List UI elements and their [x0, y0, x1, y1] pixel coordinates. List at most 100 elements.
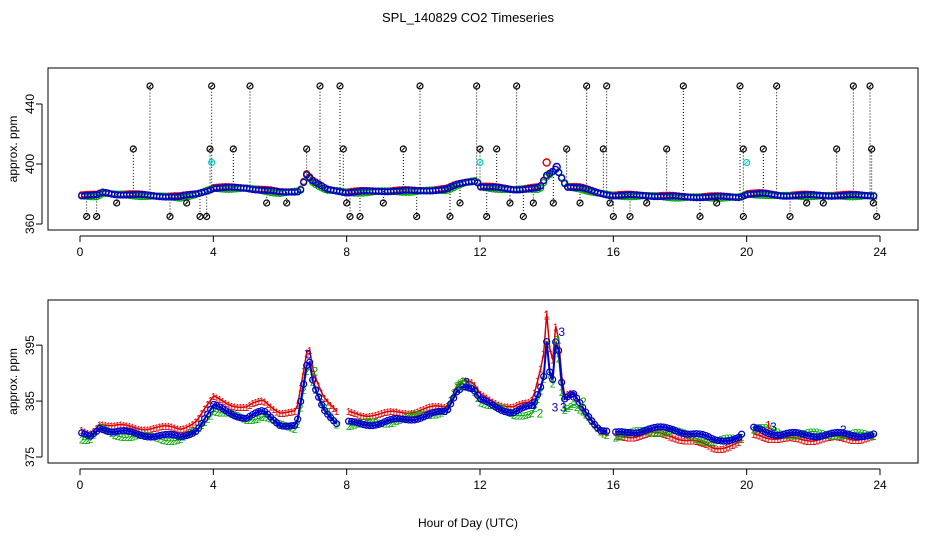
data-point	[543, 338, 551, 346]
x-tick-label: 0	[77, 245, 84, 259]
data-point-label: 1	[181, 424, 187, 435]
data-point-label: 1	[682, 436, 688, 447]
data-point-label: 1	[544, 310, 550, 321]
y-tick-label: 395	[23, 335, 37, 355]
data-point-label: 1	[241, 403, 247, 414]
outlier-mark	[521, 214, 526, 219]
data-point-label: 1	[634, 433, 640, 444]
outlier-mark	[868, 84, 872, 88]
data-point-label: 2	[661, 429, 667, 440]
data-point-label: 1	[352, 409, 358, 420]
data-point	[300, 380, 308, 388]
outlier-mark	[788, 214, 792, 219]
outlier-point	[346, 212, 354, 221]
data-point-label: 1	[175, 425, 181, 436]
data-point-label: 1	[619, 432, 625, 443]
data-point-label: 1	[286, 408, 292, 419]
data-point-label: 1	[307, 346, 313, 357]
data-point-label: 2	[211, 407, 217, 418]
data-point-label: 1	[628, 434, 634, 445]
outlier-mark	[344, 201, 349, 205]
data-point-label: 1	[265, 400, 271, 411]
series-number-label: 1	[765, 419, 772, 433]
data-point-label: 1	[664, 431, 670, 442]
data-point	[558, 378, 566, 386]
data-point-label: 1	[715, 445, 721, 456]
outlier-point	[399, 145, 407, 153]
data-point-label: 1	[367, 412, 373, 423]
data-point-label: 2	[511, 411, 517, 422]
data-point-label: 2	[649, 428, 655, 439]
data-point-label: 2	[256, 414, 262, 425]
data-point-label: 1	[643, 430, 649, 441]
data-point-label: 1	[622, 433, 628, 444]
data-point-label: 2	[565, 404, 571, 415]
data-point-label: 1	[256, 397, 262, 408]
outlier-mark	[601, 147, 606, 151]
data-point	[291, 421, 299, 429]
outlier-point	[663, 145, 671, 153]
data-point-label: 1	[124, 421, 130, 432]
data-point-label: 1	[325, 398, 331, 409]
x-tick-label: 24	[873, 478, 887, 492]
data-point-label: 1	[238, 403, 244, 414]
data-point	[531, 398, 539, 406]
data-point-label: 1	[757, 431, 763, 442]
data-point-label: 1	[769, 435, 775, 446]
data-point-label: 1	[187, 422, 193, 433]
data-point-label: 1	[514, 401, 520, 412]
data-point-label: 1	[679, 436, 685, 447]
data-point-label: 2	[691, 433, 697, 444]
data-point-label: 1	[118, 421, 124, 432]
data-point	[603, 427, 611, 435]
data-point-label: 1	[706, 442, 712, 453]
outlier-mark	[681, 84, 686, 88]
outlier-mark	[131, 147, 136, 151]
data-point-label: 1	[829, 432, 835, 443]
data-point-label: 2	[196, 424, 202, 435]
data-point-label: 1	[301, 366, 307, 377]
data-point-label: 1	[736, 438, 742, 449]
data-point	[333, 420, 341, 428]
outlier-mark	[458, 201, 462, 205]
data-point-label: 1	[775, 435, 781, 446]
data-point-label: 1	[289, 407, 295, 418]
outlier-point	[83, 212, 91, 221]
data-point-label: 1	[838, 433, 844, 444]
data-point-label: 2	[214, 408, 220, 419]
data-point-label: 2	[571, 400, 577, 411]
data-point-label: 2	[769, 425, 775, 436]
data-point	[318, 401, 326, 409]
data-point-label: 1	[247, 401, 253, 412]
data-point	[738, 430, 746, 438]
outlier-mark	[608, 201, 612, 205]
outlier-mark	[478, 147, 482, 151]
series-number-label: 3	[552, 401, 559, 415]
series-number-label: 1	[310, 373, 317, 387]
outlier-mark	[414, 214, 419, 219]
data-point-label: 1	[415, 407, 421, 418]
data-point	[600, 427, 608, 435]
data-point-label: 1	[652, 428, 658, 439]
data-point-label: 1	[346, 407, 352, 418]
data-point-label: 2	[652, 429, 658, 440]
data-point-label: 1	[805, 437, 811, 448]
outlier-mark	[348, 214, 352, 219]
data-point	[567, 391, 575, 399]
data-point-label: 1	[859, 435, 865, 446]
data-point-label: 2	[574, 403, 580, 414]
data-point-label: 1	[658, 429, 664, 440]
outlier-point	[283, 199, 291, 207]
data-point-label: 1	[298, 383, 304, 394]
data-point	[306, 358, 314, 366]
outlier-mark	[264, 201, 269, 205]
data-point	[549, 375, 557, 384]
data-point-label: 1	[253, 398, 259, 409]
y-axis: 360 400 440	[23, 94, 43, 234]
data-point-label: 1	[373, 411, 379, 422]
data-point-label: 1	[283, 409, 289, 420]
data-point-label: 1	[811, 437, 817, 448]
data-point-label: 1	[541, 349, 547, 360]
outlier-point	[229, 145, 237, 153]
outlier-point	[339, 145, 347, 153]
